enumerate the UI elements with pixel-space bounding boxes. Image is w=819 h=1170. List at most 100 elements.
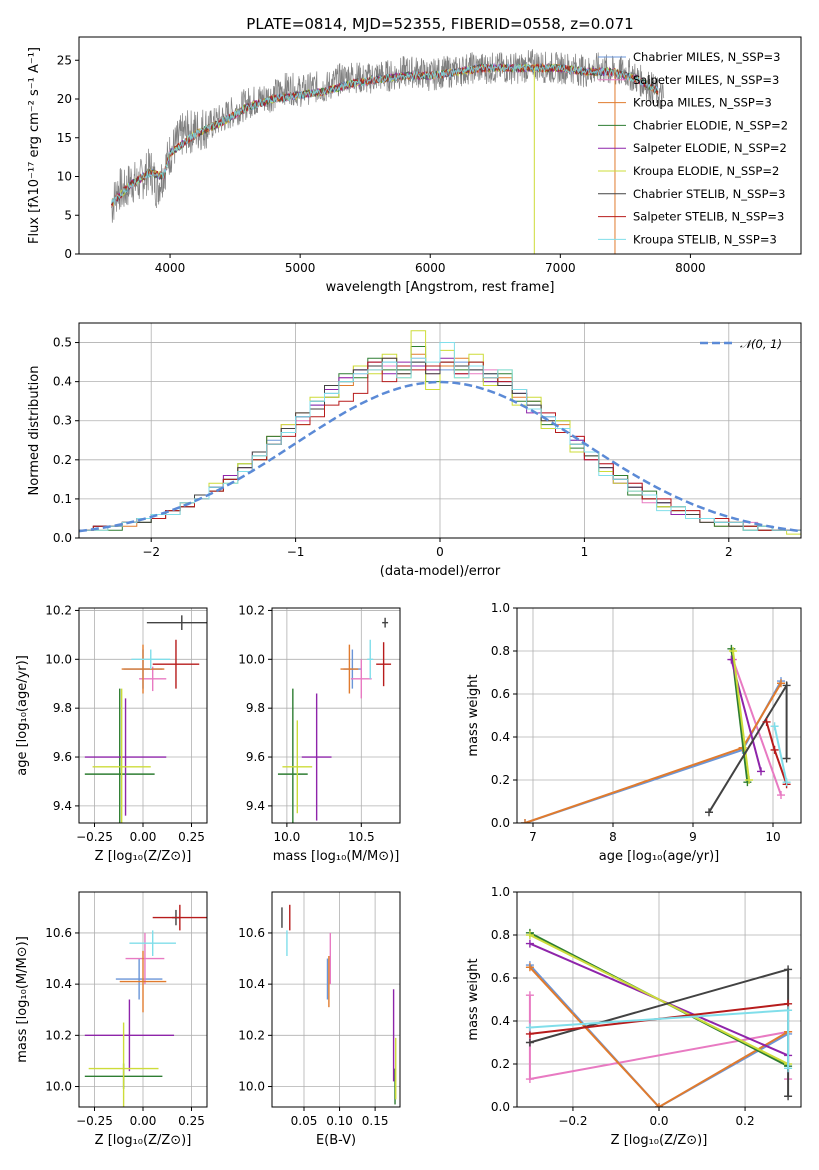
legend-label: Salpeter ELODIE, N_SSP=2: [633, 141, 787, 155]
x-tick-label: 0.25: [178, 830, 205, 844]
y-tick-label: 1.0: [491, 885, 510, 899]
y-tick-label: 0.8: [491, 644, 510, 658]
chart-panel-4: 10.0 10.5 9.4 9.6 9.8 10.0 10.2 mass [log₁₀(M/M…: [238, 603, 401, 864]
weight-marker: [525, 1023, 534, 1032]
weight-marker: [784, 1006, 793, 1015]
y-tick-label: 10.2: [238, 1028, 265, 1042]
y-axis-label: age [log₁₀(age/yr)]: [15, 655, 30, 776]
chart-panel-5: 7 8 9 10 0.0 0.2 0.4 0.6 0.8 1.0 age [log₁₀(age/yr…: [466, 601, 802, 864]
legend-label: Salpeter MILES, N_SSP=3: [633, 73, 779, 87]
weight-marker: [762, 717, 771, 726]
weight-marker: [525, 931, 534, 939]
y-tick-label: 10.2: [238, 603, 265, 617]
x-tick-label: 9: [689, 830, 697, 844]
y-tick-label: 0.1: [53, 492, 72, 506]
weight-marker: [729, 647, 737, 655]
x-tick-label: 0.25: [178, 1114, 205, 1128]
y-axis-label: Flux [fλ10⁻¹⁷ erg cm⁻² s⁻¹ A⁻¹]: [27, 47, 42, 244]
y-tick-label: 0.6: [491, 971, 510, 985]
x-tick-label: −1: [287, 545, 305, 559]
weight-marker: [525, 1038, 534, 1047]
x-tick-label: 0.0: [649, 1114, 668, 1128]
y-tick-label: 25: [57, 53, 72, 67]
histogram-step-line: [79, 342, 801, 538]
y-tick-label: 9.6: [53, 750, 72, 764]
plot-area: [111, 49, 665, 254]
x-axis-label: wavelength [Angstrom, rest frame]: [326, 280, 555, 295]
x-tick-label: 0.05: [291, 1114, 318, 1128]
plot-area: [281, 904, 397, 1105]
y-tick-label: 10.0: [45, 1080, 72, 1094]
x-axis-label: Z [log₁₀(Z/Z⊙)]: [95, 849, 192, 864]
weight-line: [529, 934, 789, 1065]
weight-marker: [525, 939, 534, 948]
y-tick-label: 15: [57, 131, 72, 145]
x-tick-label: 8000: [675, 261, 706, 275]
legend-label: 𝒩(0, 1): [740, 337, 782, 351]
y-tick-label: 0: [64, 247, 72, 261]
y-tick-label: 0.5: [53, 336, 72, 350]
x-tick-label: 6000: [415, 261, 446, 275]
x-tick-label: 0.2: [736, 1114, 755, 1128]
weight-marker: [525, 963, 534, 972]
y-tick-label: 10.0: [45, 652, 72, 666]
y-tick-label: 10.2: [45, 603, 72, 617]
gaussian-curve: [79, 380, 801, 533]
figure-title: PLATE=0814, MJD=52355, FIBERID=0558, z=0…: [246, 15, 633, 33]
y-tick-label: 20: [57, 92, 72, 106]
chart-panel-2: 𝒩(0, 1) −2 −1 0 1 2 0.0 0.1 0.2 0.3 0.4 0.5 (data-mo…: [27, 322, 802, 579]
x-tick-label: 4000: [155, 261, 186, 275]
axes-frame: [271, 891, 401, 1108]
x-tick-label: 0.10: [326, 1114, 353, 1128]
y-tick-label: 0.2: [491, 773, 510, 787]
weight-line: [732, 650, 750, 781]
weight-marker: [784, 965, 793, 974]
x-axis-label: mass [log₁₀(M/M⊙)]: [273, 849, 400, 864]
chart-panel-3: −0.25 0.00 0.25 9.4 9.6 9.8 10.0 10.2 Z [log₁₀(Z…: [15, 603, 208, 864]
legend-label: Chabrier STELIB, N_SSP=3: [633, 187, 785, 201]
y-tick-label: 1.0: [491, 601, 510, 615]
weight-marker: [655, 1103, 663, 1107]
y-tick-label: 9.4: [53, 799, 72, 813]
y-tick-label: 0.0: [53, 531, 72, 545]
y-axis-label: Normed distribution: [27, 366, 42, 496]
x-axis-label: Z [log₁₀(Z/Z⊙)]: [95, 1133, 192, 1148]
x-tick-label: 10.0: [274, 830, 301, 844]
x-tick-label: 0: [436, 545, 444, 559]
y-tick-label: 5: [64, 208, 72, 222]
legend-label: Chabrier MILES, N_SSP=3: [633, 50, 780, 64]
x-tick-label: 7000: [545, 261, 576, 275]
y-tick-label: 0.6: [491, 687, 510, 701]
y-tick-label: 0.4: [53, 375, 72, 389]
legend-label: Salpeter STELIB, N_SSP=3: [633, 210, 784, 224]
y-tick-label: 10.6: [45, 926, 72, 940]
y-tick-label: 0.3: [53, 414, 72, 428]
chart-panel-6: −0.25 0.00 0.25 10.0 10.2 10.4 10.6 Z [log₁₀(Z/…: [15, 891, 208, 1148]
weight-marker: [782, 778, 791, 787]
y-axis-label: mass weight: [466, 958, 481, 1040]
x-tick-label: −0.25: [76, 830, 113, 844]
x-tick-label: 0.15: [362, 1114, 389, 1128]
y-tick-label: 0.4: [491, 1014, 510, 1028]
weight-line: [732, 659, 782, 796]
y-axis-label: mass [log₁₀(M/M⊙)]: [15, 936, 30, 1063]
x-tick-label: −2: [142, 545, 160, 559]
y-tick-label: 10.6: [238, 926, 265, 940]
x-axis-label: E(B-V): [316, 1133, 356, 1148]
y-tick-label: 0.0: [491, 816, 510, 830]
x-axis-label: Z [log₁₀(Z/Z⊙)]: [611, 1133, 708, 1148]
axes-frame: [271, 607, 401, 824]
weight-line: [529, 966, 789, 1107]
x-tick-label: 7: [529, 830, 537, 844]
axes-frame: [516, 607, 802, 824]
x-tick-label: 0.00: [130, 830, 157, 844]
y-tick-label: 10.0: [238, 652, 265, 666]
chart-panel-8: −0.2 0.0 0.2 0.0 0.2 0.4 0.6 0.8 1.0 Z [log₁₀(Z/Z…: [466, 885, 802, 1148]
weight-marker: [770, 745, 779, 754]
y-tick-label: 0.8: [491, 928, 510, 942]
y-tick-label: 9.6: [246, 750, 265, 764]
weight-marker: [777, 679, 785, 688]
weight-marker: [521, 819, 529, 823]
axes-frame: [78, 36, 802, 255]
